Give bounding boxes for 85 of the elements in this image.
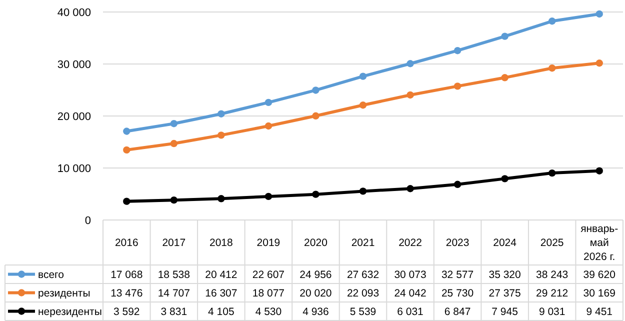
data-label: 24 042 bbox=[394, 287, 426, 300]
x-tick-label: 2025 bbox=[540, 237, 564, 250]
point bbox=[170, 120, 178, 128]
point bbox=[501, 74, 508, 82]
y-tick-label: 40 000 bbox=[57, 6, 91, 19]
point bbox=[170, 196, 178, 204]
legend-label: всего bbox=[38, 268, 64, 281]
x-tick-label: 2021 bbox=[351, 237, 375, 250]
x-tick-label: 2020 bbox=[304, 237, 328, 250]
point bbox=[123, 146, 130, 154]
point bbox=[454, 180, 462, 188]
point bbox=[312, 112, 320, 120]
y-tick-label: 30 000 bbox=[57, 58, 91, 71]
point bbox=[359, 102, 367, 109]
data-label: 16 307 bbox=[205, 287, 238, 300]
data-label: 27 632 bbox=[346, 268, 380, 281]
data-label: 39 620 bbox=[583, 268, 616, 281]
data-label: 20 412 bbox=[205, 268, 238, 281]
point bbox=[596, 167, 603, 174]
data-label: 4 530 bbox=[255, 306, 282, 318]
data-label: 6 031 bbox=[397, 306, 424, 318]
data-label: 20 020 bbox=[300, 287, 332, 300]
data-label: 25 730 bbox=[441, 287, 474, 300]
y-tick-label: 0 bbox=[84, 214, 91, 227]
data-label: 22 607 bbox=[252, 268, 285, 281]
point bbox=[548, 64, 556, 72]
x-tick-label: 2019 bbox=[256, 237, 280, 250]
data-label: 4 105 bbox=[208, 306, 234, 318]
point bbox=[454, 82, 462, 90]
x-tick-label: 2023 bbox=[446, 237, 470, 250]
point bbox=[548, 169, 556, 177]
x-tick-label: январь-май 2026 г. bbox=[580, 223, 619, 264]
data-label: 18 077 bbox=[252, 287, 285, 300]
legend-label: нерезиденты bbox=[38, 306, 102, 318]
point bbox=[170, 140, 178, 148]
legend-label: резиденты bbox=[38, 287, 90, 300]
data-label: 35 320 bbox=[488, 268, 522, 281]
x-tick-label: 2018 bbox=[210, 237, 234, 250]
point bbox=[548, 18, 556, 25]
y-tick-label: 10 000 bbox=[57, 162, 91, 175]
point bbox=[596, 10, 603, 18]
point bbox=[406, 185, 414, 192]
data-label: 9 451 bbox=[586, 306, 613, 318]
point bbox=[218, 110, 225, 118]
point bbox=[218, 132, 225, 139]
point bbox=[359, 72, 367, 80]
data-label: 30 073 bbox=[394, 268, 426, 281]
point bbox=[406, 91, 414, 99]
point bbox=[264, 98, 272, 106]
point bbox=[501, 32, 508, 40]
point bbox=[359, 188, 367, 195]
point bbox=[264, 122, 272, 130]
point bbox=[123, 198, 130, 205]
point bbox=[406, 60, 414, 68]
data-label: 3 831 bbox=[160, 306, 188, 318]
x-tick-label: 2016 bbox=[114, 237, 138, 250]
x-tick-label: 2024 bbox=[493, 237, 517, 250]
point bbox=[312, 86, 320, 94]
data-label: 3 592 bbox=[113, 306, 140, 318]
point bbox=[501, 175, 508, 182]
data-label: 6 847 bbox=[444, 306, 471, 318]
data-label: 7 945 bbox=[492, 306, 518, 318]
data-label: 30 169 bbox=[583, 287, 616, 300]
data-label: 27 375 bbox=[488, 287, 522, 300]
data-label: 18 538 bbox=[158, 268, 190, 281]
data-label: 13 476 bbox=[110, 287, 143, 300]
data-label: 5 539 bbox=[350, 306, 376, 318]
data-label: 9 031 bbox=[538, 306, 566, 318]
point bbox=[454, 47, 462, 54]
data-label: 14 707 bbox=[158, 287, 190, 300]
point bbox=[264, 192, 272, 200]
x-tick-label: 2017 bbox=[162, 237, 186, 250]
point bbox=[218, 195, 225, 202]
data-label: 29 212 bbox=[536, 287, 568, 300]
point bbox=[596, 60, 603, 67]
data-label: 22 093 bbox=[346, 287, 380, 300]
y-tick-label: 20 000 bbox=[57, 110, 91, 123]
data-label: 38 243 bbox=[536, 268, 568, 281]
point bbox=[123, 128, 130, 135]
data-label: 32 577 bbox=[441, 268, 474, 281]
x-tick-label: 2022 bbox=[398, 237, 422, 250]
data-label: 4 936 bbox=[302, 306, 330, 318]
point bbox=[312, 190, 320, 198]
data-label: 24 956 bbox=[300, 268, 332, 281]
data-label: 17 068 bbox=[110, 268, 143, 281]
